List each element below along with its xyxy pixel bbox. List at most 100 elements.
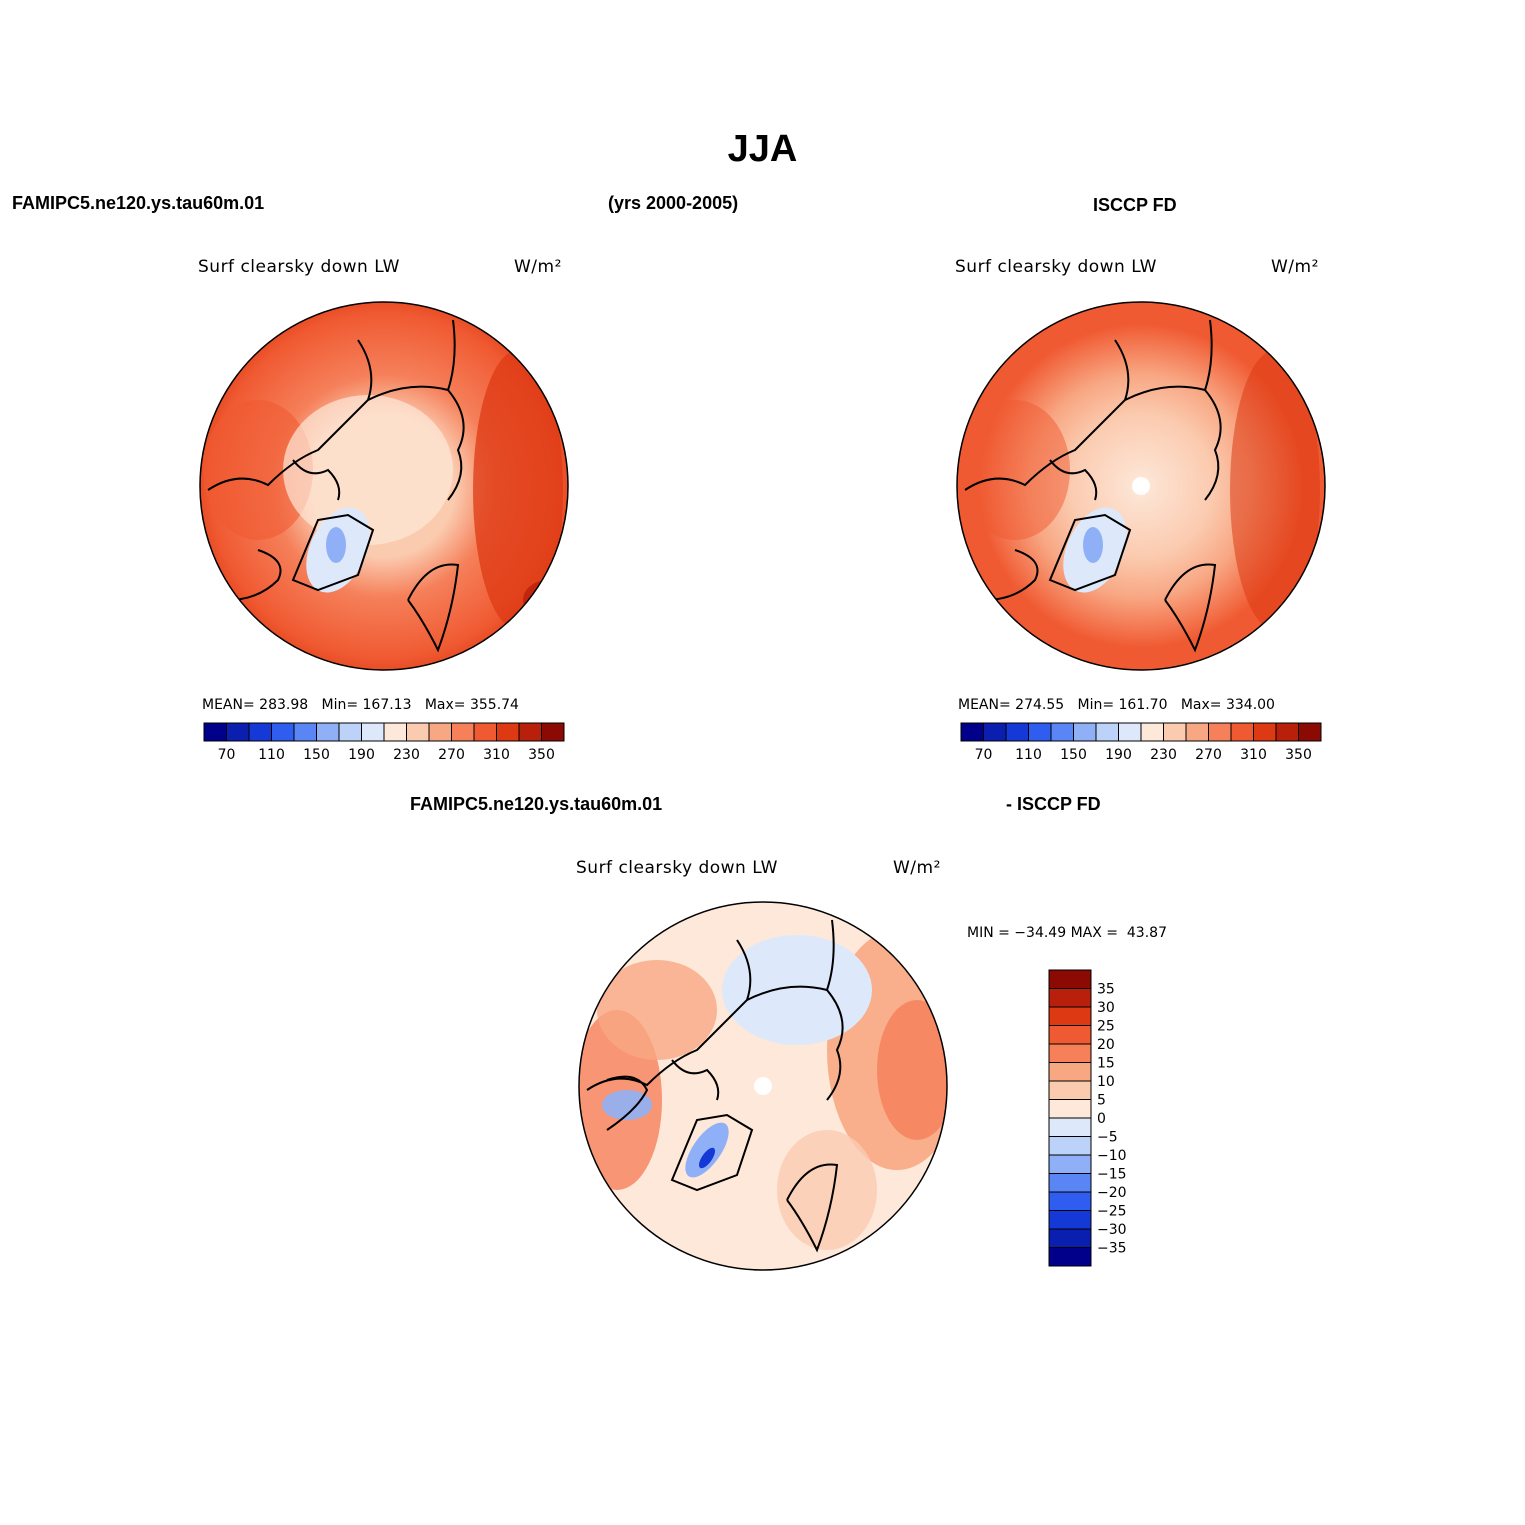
- colorbar-swatch: [293, 722, 317, 742]
- diff-units-label: W/m²: [893, 858, 941, 878]
- colorbar-swatch: [1118, 722, 1142, 742]
- colorbar-swatch: [1073, 722, 1097, 742]
- colorbar-swatch: [1298, 722, 1322, 742]
- colorbar-swatch: [1140, 722, 1164, 742]
- colorbar-swatch: [383, 722, 407, 742]
- colorbar-swatch: [361, 722, 385, 742]
- diff-colorbar-tick-label: 0: [1097, 1111, 1106, 1127]
- colorbar-swatch: [1275, 722, 1299, 742]
- colorbar-swatch: [1230, 722, 1254, 742]
- diff-colorbar-swatch: [1048, 1191, 1092, 1211]
- obs-colorbar: [960, 722, 1322, 742]
- obs-variable-label: Surf clearsky down LW: [955, 257, 1157, 277]
- colorbar-tick-label: 190: [1105, 747, 1132, 763]
- diff-colorbar-swatch: [1048, 1173, 1092, 1193]
- diff-colorbar-tick-label: −25: [1097, 1204, 1127, 1220]
- diff-colorbar-swatch: [1048, 1247, 1092, 1267]
- diff-colorbar-tick-label: 10: [1097, 1074, 1115, 1090]
- model-polar-map: [199, 301, 569, 671]
- colorbar-swatch: [1028, 722, 1052, 742]
- colorbar-tick-label: 110: [1015, 747, 1042, 763]
- diff-colorbar-swatch: [1048, 1043, 1092, 1063]
- obs-stats: MEAN= 274.55 Min= 161.70 Max= 334.00: [958, 697, 1275, 713]
- diff-colorbar-tick-label: −5: [1097, 1130, 1118, 1146]
- model-stats: MEAN= 283.98 Min= 167.13 Max= 355.74: [202, 697, 519, 713]
- diff-variable-label: Surf clearsky down LW: [576, 858, 778, 878]
- obs-name-label: ISCCP FD: [1093, 195, 1177, 215]
- obs-colorbar-ticks: 70 110 150 190 230 270 310 350: [960, 747, 1322, 767]
- diff-colorbar-tick-label: 15: [1097, 1056, 1115, 1072]
- colorbar-swatch: [518, 722, 542, 742]
- colorbar-swatch: [338, 722, 362, 742]
- colorbar-tick-label: 190: [348, 747, 375, 763]
- diff-colorbar-tick-label: 25: [1097, 1019, 1115, 1035]
- colorbar-swatch: [473, 722, 497, 742]
- colorbar-swatch: [1208, 722, 1232, 742]
- diff-colorbar-tick-label: −15: [1097, 1167, 1127, 1183]
- colorbar-swatch: [1163, 722, 1187, 742]
- model-variable-label: Surf clearsky down LW: [198, 257, 400, 277]
- diff-colorbar-swatch: [1048, 1210, 1092, 1230]
- colorbar-tick-label: 350: [528, 747, 555, 763]
- colorbar-tick-label: 350: [1285, 747, 1312, 763]
- diff-colorbar-swatch: [1048, 969, 1092, 989]
- colorbar-swatch: [451, 722, 475, 742]
- diff-colorbar-swatch: [1048, 1006, 1092, 1026]
- colorbar-tick-label: 310: [1240, 747, 1267, 763]
- diff-minmax: MIN = −34.49 MAX = 43.87: [967, 925, 1167, 941]
- diff-colorbar-swatch: [1048, 1228, 1092, 1248]
- colorbar-swatch: [226, 722, 250, 742]
- colorbar-swatch: [1005, 722, 1029, 742]
- diff-colorbar-swatch: [1048, 1025, 1092, 1045]
- colorbar-swatch: [541, 722, 565, 742]
- colorbar-tick-label: 150: [1060, 747, 1087, 763]
- diff-colorbar-tick-label: −20: [1097, 1185, 1127, 1201]
- model-case-label: FAMIPC5.ne120.ys.tau60m.01: [12, 193, 265, 213]
- diff-colorbar-tick-label: 20: [1097, 1037, 1115, 1053]
- colorbar-tick-label: 110: [258, 747, 285, 763]
- diff-colorbar-tick-label: −35: [1097, 1241, 1127, 1257]
- colorbar-swatch: [983, 722, 1007, 742]
- colorbar-swatch: [428, 722, 452, 742]
- colorbar-swatch: [960, 722, 984, 742]
- obs-polar-map: [956, 301, 1326, 671]
- model-units-label: W/m²: [514, 257, 562, 277]
- colorbar-tick-label: 270: [438, 747, 465, 763]
- diff-colorbar-swatch: [1048, 1062, 1092, 1082]
- diff-colorbar-tick-label: 35: [1097, 982, 1115, 998]
- diff-colorbar-swatch: [1048, 1099, 1092, 1119]
- model-colorbar: [203, 722, 565, 742]
- colorbar-swatch: [1095, 722, 1119, 742]
- diff-colorbar-swatch: [1048, 1117, 1092, 1137]
- colorbar-tick-label: 310: [483, 747, 510, 763]
- colorbar-tick-label: 150: [303, 747, 330, 763]
- colorbar-swatch: [271, 722, 295, 742]
- diff-colorbar: 35 30 25 20 15 10 5 0 −5 −10 −15 −20 −25 −30 −35: [1048, 969, 1127, 1267]
- colorbar-swatch: [248, 722, 272, 742]
- diff-colorbar-tick-label: −10: [1097, 1148, 1127, 1164]
- season-title: JJA: [727, 128, 798, 170]
- colorbar-tick-label: 70: [217, 747, 236, 763]
- colorbar-tick-label: 230: [393, 747, 420, 763]
- diff-colorbar-swatch: [1048, 1080, 1092, 1100]
- colorbar-swatch: [496, 722, 520, 742]
- years-label: (yrs 2000-2005): [608, 193, 739, 213]
- colorbar-tick-label: 230: [1150, 747, 1177, 763]
- colorbar-swatch: [406, 722, 430, 742]
- diff-polar-map: [578, 901, 948, 1271]
- diff-colorbar-swatch: [1048, 988, 1092, 1008]
- diff-colorbar-tick-label: 5: [1097, 1093, 1106, 1109]
- colorbar-swatch: [316, 722, 340, 742]
- colorbar-swatch: [1253, 722, 1277, 742]
- colorbar-tick-label: 70: [974, 747, 993, 763]
- diff-colorbar-tick-label: −30: [1097, 1222, 1127, 1238]
- diff-colorbar-swatch: [1048, 1154, 1092, 1174]
- colorbar-swatch: [1185, 722, 1209, 742]
- colorbar-tick-label: 270: [1195, 747, 1222, 763]
- diff-colorbar-swatch: [1048, 1136, 1092, 1156]
- colorbar-swatch: [1050, 722, 1074, 742]
- diff-title-left: FAMIPC5.ne120.ys.tau60m.01: [410, 794, 663, 814]
- model-colorbar-ticks: 70 110 150 190 230 270 310 350: [203, 747, 565, 767]
- diff-colorbar-tick-label: 30: [1097, 1000, 1115, 1016]
- diff-title-right: - ISCCP FD: [1006, 794, 1101, 814]
